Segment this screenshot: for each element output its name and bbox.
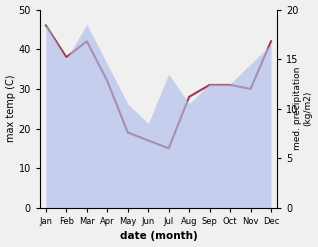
Y-axis label: max temp (C): max temp (C) xyxy=(5,75,16,143)
X-axis label: date (month): date (month) xyxy=(120,231,197,242)
Y-axis label: med. precipitation
(kg/m2): med. precipitation (kg/m2) xyxy=(293,67,313,150)
